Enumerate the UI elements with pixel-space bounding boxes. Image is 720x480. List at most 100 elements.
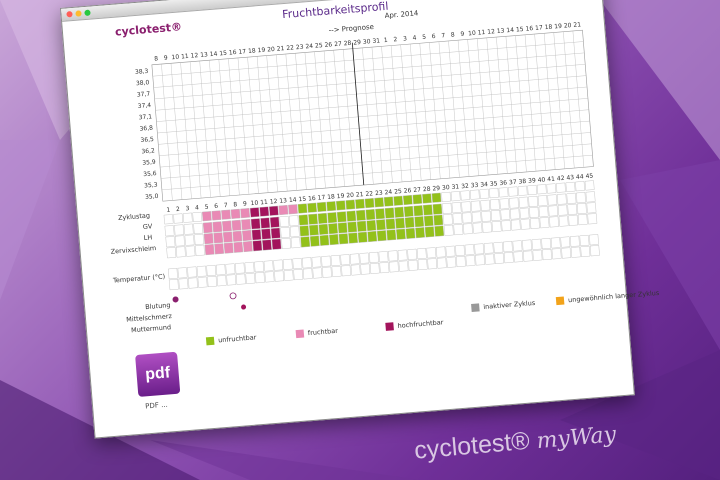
status-cell bbox=[422, 193, 432, 204]
page-title: Fruchtbarkeitsprofil bbox=[281, 0, 389, 22]
entry-cell bbox=[518, 196, 529, 208]
status-cell bbox=[431, 192, 442, 203]
entry-cell bbox=[204, 244, 215, 256]
status-cell bbox=[182, 212, 193, 223]
close-window-button[interactable] bbox=[66, 11, 73, 18]
entry-cell bbox=[455, 244, 465, 257]
entry-cell bbox=[560, 236, 571, 248]
zoom-window-button[interactable] bbox=[84, 9, 91, 17]
entry-cell bbox=[187, 266, 198, 278]
day-label: 9 bbox=[460, 31, 465, 38]
entry-cell bbox=[558, 215, 569, 227]
entry-cell bbox=[184, 234, 195, 246]
entry-cell bbox=[336, 211, 347, 223]
entry-cell bbox=[490, 209, 501, 222]
entry-cell bbox=[223, 242, 234, 254]
legend-swatch-inaktiv bbox=[471, 303, 480, 312]
temp-label: 35,6 bbox=[143, 170, 157, 178]
entry-cell bbox=[260, 217, 271, 229]
status-cell bbox=[278, 204, 289, 216]
cycle-day-label: 27 bbox=[413, 186, 421, 194]
day-label: 8 bbox=[154, 55, 159, 62]
entry-cell bbox=[443, 224, 454, 236]
entry-cell bbox=[356, 220, 367, 232]
status-cell bbox=[288, 204, 298, 215]
entry-cell bbox=[196, 265, 207, 277]
entry-cell bbox=[282, 258, 293, 270]
entry-cell bbox=[512, 240, 523, 252]
entry-cell bbox=[442, 213, 453, 225]
entry-cell bbox=[183, 223, 194, 235]
day-label: 29 bbox=[353, 39, 361, 47]
entry-cell bbox=[308, 213, 318, 225]
prognose-line bbox=[351, 42, 365, 186]
temp-label: 37,1 bbox=[138, 113, 152, 121]
blutung-marker bbox=[172, 296, 179, 303]
cycle-day-label: 42 bbox=[557, 175, 565, 183]
day-label: 20 bbox=[564, 22, 572, 30]
day-label: 17 bbox=[238, 48, 246, 56]
entry-cell bbox=[367, 230, 378, 243]
entry-cell bbox=[359, 252, 370, 264]
entry-cell bbox=[537, 195, 548, 207]
status-cell bbox=[355, 198, 365, 209]
entry-cell bbox=[550, 237, 561, 249]
day-label: 13 bbox=[200, 51, 208, 59]
cycle-day-label: 17 bbox=[317, 194, 325, 202]
entry-cell bbox=[414, 216, 425, 228]
entry-cell bbox=[327, 212, 338, 224]
day-label: 10 bbox=[468, 30, 476, 38]
entry-cell bbox=[569, 235, 580, 247]
entry-cell bbox=[436, 257, 447, 269]
entry-cell bbox=[299, 225, 310, 237]
entry-cell bbox=[379, 262, 390, 274]
status-cell bbox=[489, 188, 499, 199]
entry-cell bbox=[386, 229, 397, 241]
status-cell bbox=[374, 197, 384, 208]
entry-cell bbox=[241, 219, 251, 231]
entry-cell bbox=[281, 237, 292, 249]
entry-cell bbox=[214, 243, 225, 255]
mittelschmerz-marker bbox=[229, 292, 237, 300]
cycle-day-label: 2 bbox=[176, 206, 181, 213]
entry-cell bbox=[510, 219, 521, 231]
entry-cell bbox=[493, 241, 504, 253]
entry-cell bbox=[273, 259, 284, 271]
cycle-day-label: 6 bbox=[214, 203, 219, 210]
day-label: 12 bbox=[190, 52, 198, 60]
entry-cell bbox=[520, 218, 531, 230]
entry-cell bbox=[408, 259, 418, 271]
pdf-export-button[interactable]: pdf bbox=[135, 351, 181, 397]
minimize-window-button[interactable] bbox=[75, 10, 82, 17]
entry-cell bbox=[384, 207, 395, 219]
entry-cell bbox=[541, 238, 552, 250]
entry-cell bbox=[445, 245, 456, 257]
grid-line bbox=[160, 143, 592, 179]
cycle-day-label: 26 bbox=[404, 187, 412, 195]
entry-cell bbox=[348, 232, 358, 244]
cycle-day-label: 34 bbox=[480, 181, 488, 189]
temp-label: 35,9 bbox=[142, 159, 156, 167]
status-cell bbox=[565, 181, 576, 192]
entry-cell bbox=[203, 233, 214, 245]
entry-cell bbox=[177, 267, 188, 279]
entry-cell bbox=[435, 246, 446, 258]
day-label: 9 bbox=[164, 55, 169, 62]
entry-cell bbox=[185, 245, 196, 257]
entry-cell bbox=[270, 227, 281, 239]
entry-cell bbox=[337, 222, 348, 234]
entry-cell bbox=[317, 212, 328, 224]
entry-cell bbox=[551, 248, 562, 260]
entry-cell bbox=[531, 238, 542, 250]
status-cell bbox=[249, 207, 260, 218]
entry-cell bbox=[215, 264, 226, 276]
day-label: 30 bbox=[363, 38, 371, 46]
entry-cell bbox=[280, 226, 291, 239]
day-label: 23 bbox=[296, 44, 304, 52]
cycle-day-label: 3 bbox=[185, 205, 190, 212]
entry-cell bbox=[302, 257, 312, 269]
entry-cell bbox=[532, 249, 543, 261]
entry-cell bbox=[309, 224, 319, 236]
entry-cell bbox=[194, 233, 205, 245]
cycle-day-label: 45 bbox=[585, 173, 593, 181]
